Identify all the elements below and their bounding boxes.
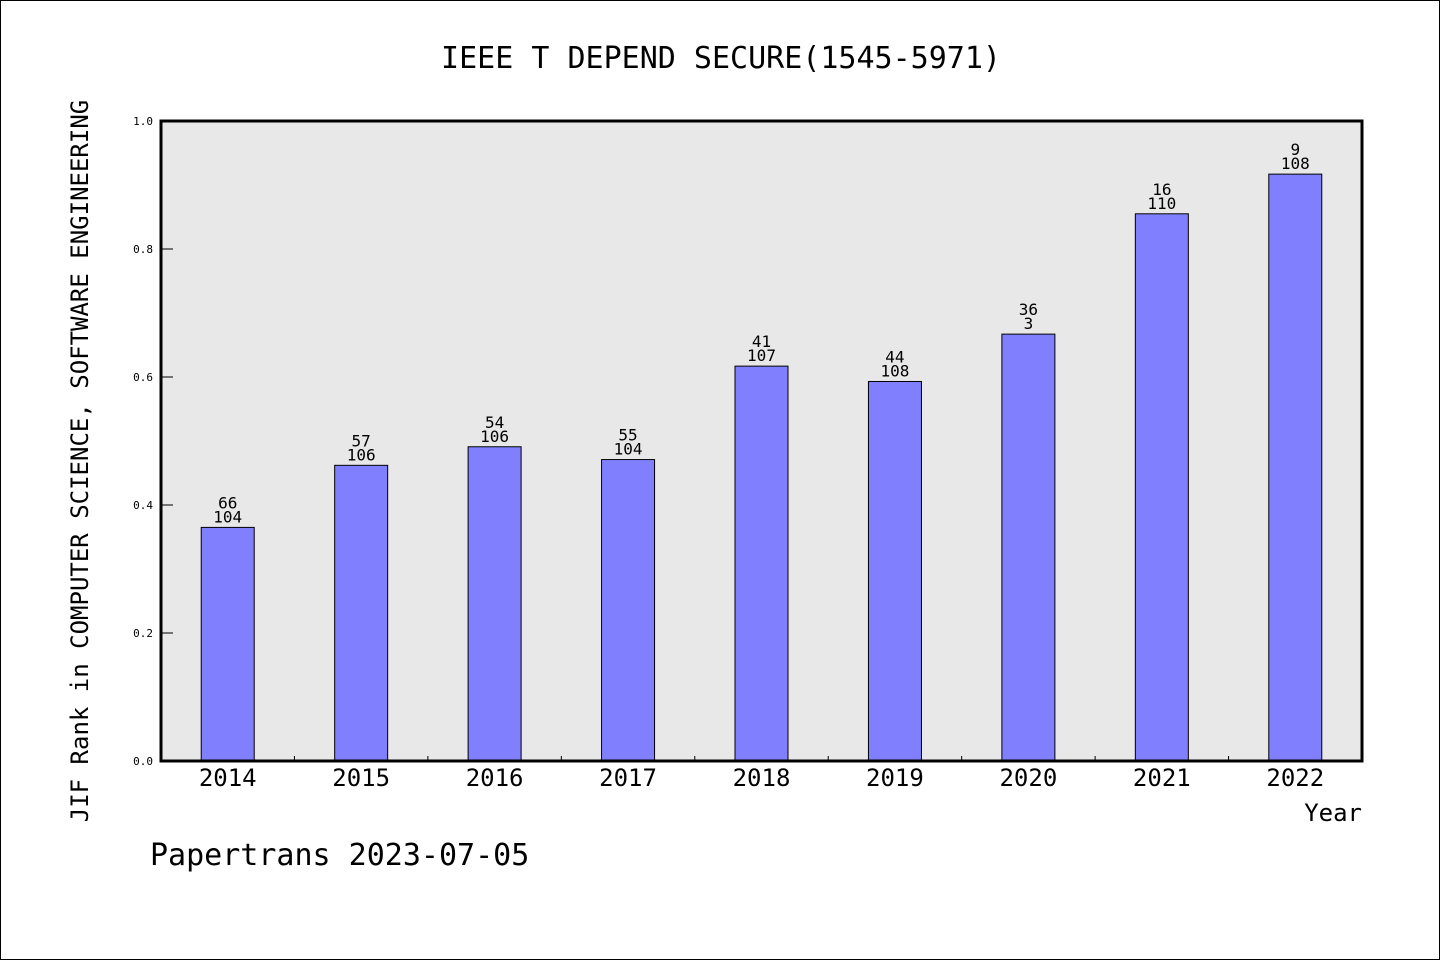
y-tick-label: 1.0 [133,115,153,128]
bar-rank-label: 57 [352,431,371,450]
y-tick-label: 0.0 [133,755,153,768]
bar-2018 [734,365,789,762]
y-tick-label: 0.2 [133,627,153,640]
y-tick-label: 0.4 [133,499,153,512]
bar-rank-label: 41 [752,332,771,351]
x-tick-label: 2015 [332,764,390,792]
bar-total-label: 108 [1281,154,1310,173]
bar-2019 [867,380,922,762]
y-axis-label: JIF Rank in COMPUTER SCIENCE, SOFTWARE E… [66,100,94,822]
x-tick-label: 2018 [733,764,791,792]
x-tick-label: 2022 [1266,764,1324,792]
bar-2022 [1268,173,1323,762]
x-axis: 2014 2015 2016 2017 2018 2019 2020 2021 2022 [199,756,1324,792]
bar-2021 [1134,213,1189,762]
bar-total-label: 108 [880,361,909,380]
x-axis-label: Year [1304,799,1362,827]
bar-rank-label: 44 [885,347,904,366]
y-tick-label: 0.8 [133,243,153,256]
x-tick-label: 2019 [866,764,924,792]
y-tick-label: 0.6 [133,371,153,384]
bar-2014 [200,526,255,762]
bar-total-label: 106 [480,427,509,446]
bar-2017 [601,459,656,762]
x-tick-label: 2020 [999,764,1057,792]
bar-total-label: 107 [747,346,776,365]
x-tick-label: 2017 [599,764,657,792]
bar-2020 [1001,333,1056,762]
bar-total-label: 3 [1024,314,1034,333]
bar-rank-label: 36 [1019,300,1038,319]
bar-2016 [467,446,522,762]
bar-rank-label: 9 [1290,140,1300,159]
y-axis: 0.0 0.2 0.4 0.6 0.8 1.0 [133,115,173,768]
plot-border [159,119,1364,763]
bar-total-label: 104 [614,440,643,459]
x-tick-label: 2016 [466,764,524,792]
chart-title: IEEE T DEPEND SECURE(1545-5971) [441,41,1001,76]
bar-rank-label: 55 [618,426,637,445]
bar-total-label: 104 [213,507,242,526]
footer-credit: Papertrans 2023-07-05 [150,838,529,873]
bar-2015 [334,464,389,762]
bar-rank-label: 66 [218,493,237,512]
bar-total-label: 106 [347,445,376,464]
bar-total-label: 110 [1147,194,1176,213]
bar-rank-label: 16 [1152,180,1171,199]
bar-rank-label: 54 [485,413,504,432]
x-tick-label: 2014 [199,764,257,792]
x-tick-label: 2021 [1133,764,1191,792]
